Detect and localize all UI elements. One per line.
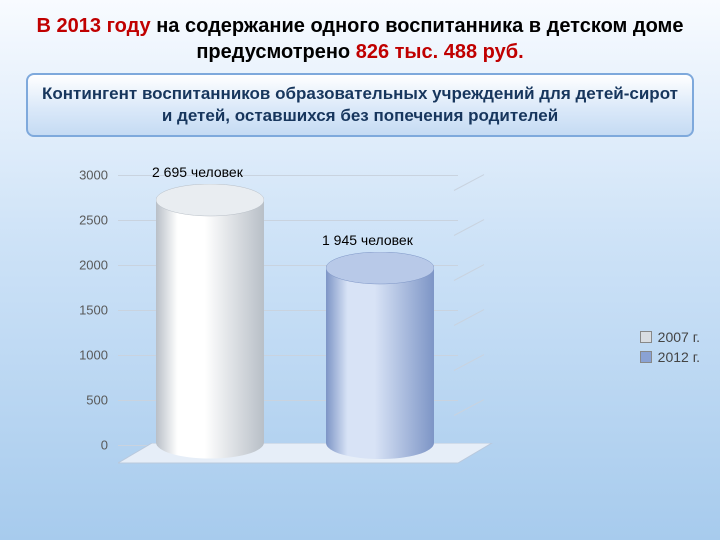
plot-area: 2 695 человек1 945 человек [118, 175, 498, 485]
subtitle-box: Контингент воспитанников образовательных… [26, 73, 694, 137]
legend-item: 2007 г. [640, 329, 700, 345]
legend-label: 2007 г. [658, 329, 700, 345]
y-tick: 1500 [60, 303, 108, 318]
y-axis: 050010001500200025003000 [60, 175, 112, 475]
bar-label: 1 945 человек [322, 232, 413, 248]
y-tick: 0 [60, 438, 108, 453]
slide-title: В 2013 году на содержание одного воспита… [22, 14, 698, 65]
bar-label: 2 695 человек [152, 164, 243, 180]
y-tick: 2500 [60, 213, 108, 228]
legend-swatch [640, 351, 652, 363]
legend-swatch [640, 331, 652, 343]
y-tick: 500 [60, 393, 108, 408]
bar-cylinder [326, 252, 434, 459]
title-year: В 2013 году [37, 15, 151, 37]
y-tick: 1000 [60, 348, 108, 363]
legend-item: 2012 г. [640, 349, 700, 365]
y-tick: 2000 [60, 258, 108, 273]
legend-label: 2012 г. [658, 349, 700, 365]
title-amount: 826 тыс. 488 руб. [356, 41, 524, 63]
chart: 050010001500200025003000 2 695 человек1 … [60, 175, 680, 515]
y-tick: 3000 [60, 168, 108, 183]
cylinder-svg [326, 252, 434, 459]
legend: 2007 г. 2012 г. [640, 325, 700, 369]
slide: В 2013 году на содержание одного воспита… [0, 0, 720, 540]
subtitle-text: Контингент воспитанников образовательных… [42, 84, 678, 125]
bar-cylinder [156, 184, 264, 459]
cylinder-svg [156, 184, 264, 459]
